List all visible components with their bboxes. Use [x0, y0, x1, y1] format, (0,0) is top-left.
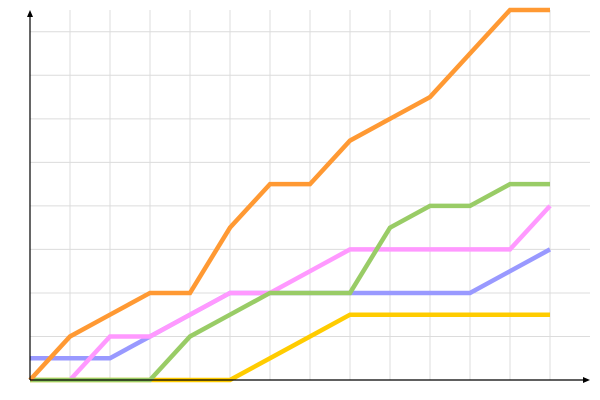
x-axis-arrow-icon	[583, 377, 590, 383]
series-line-4	[28, 7, 550, 382]
y-axis-arrow-icon	[27, 10, 33, 17]
grid	[30, 10, 590, 380]
axes	[27, 10, 590, 383]
series-group	[28, 7, 552, 383]
series-line-2	[68, 204, 552, 382]
series-line-0	[30, 312, 550, 383]
